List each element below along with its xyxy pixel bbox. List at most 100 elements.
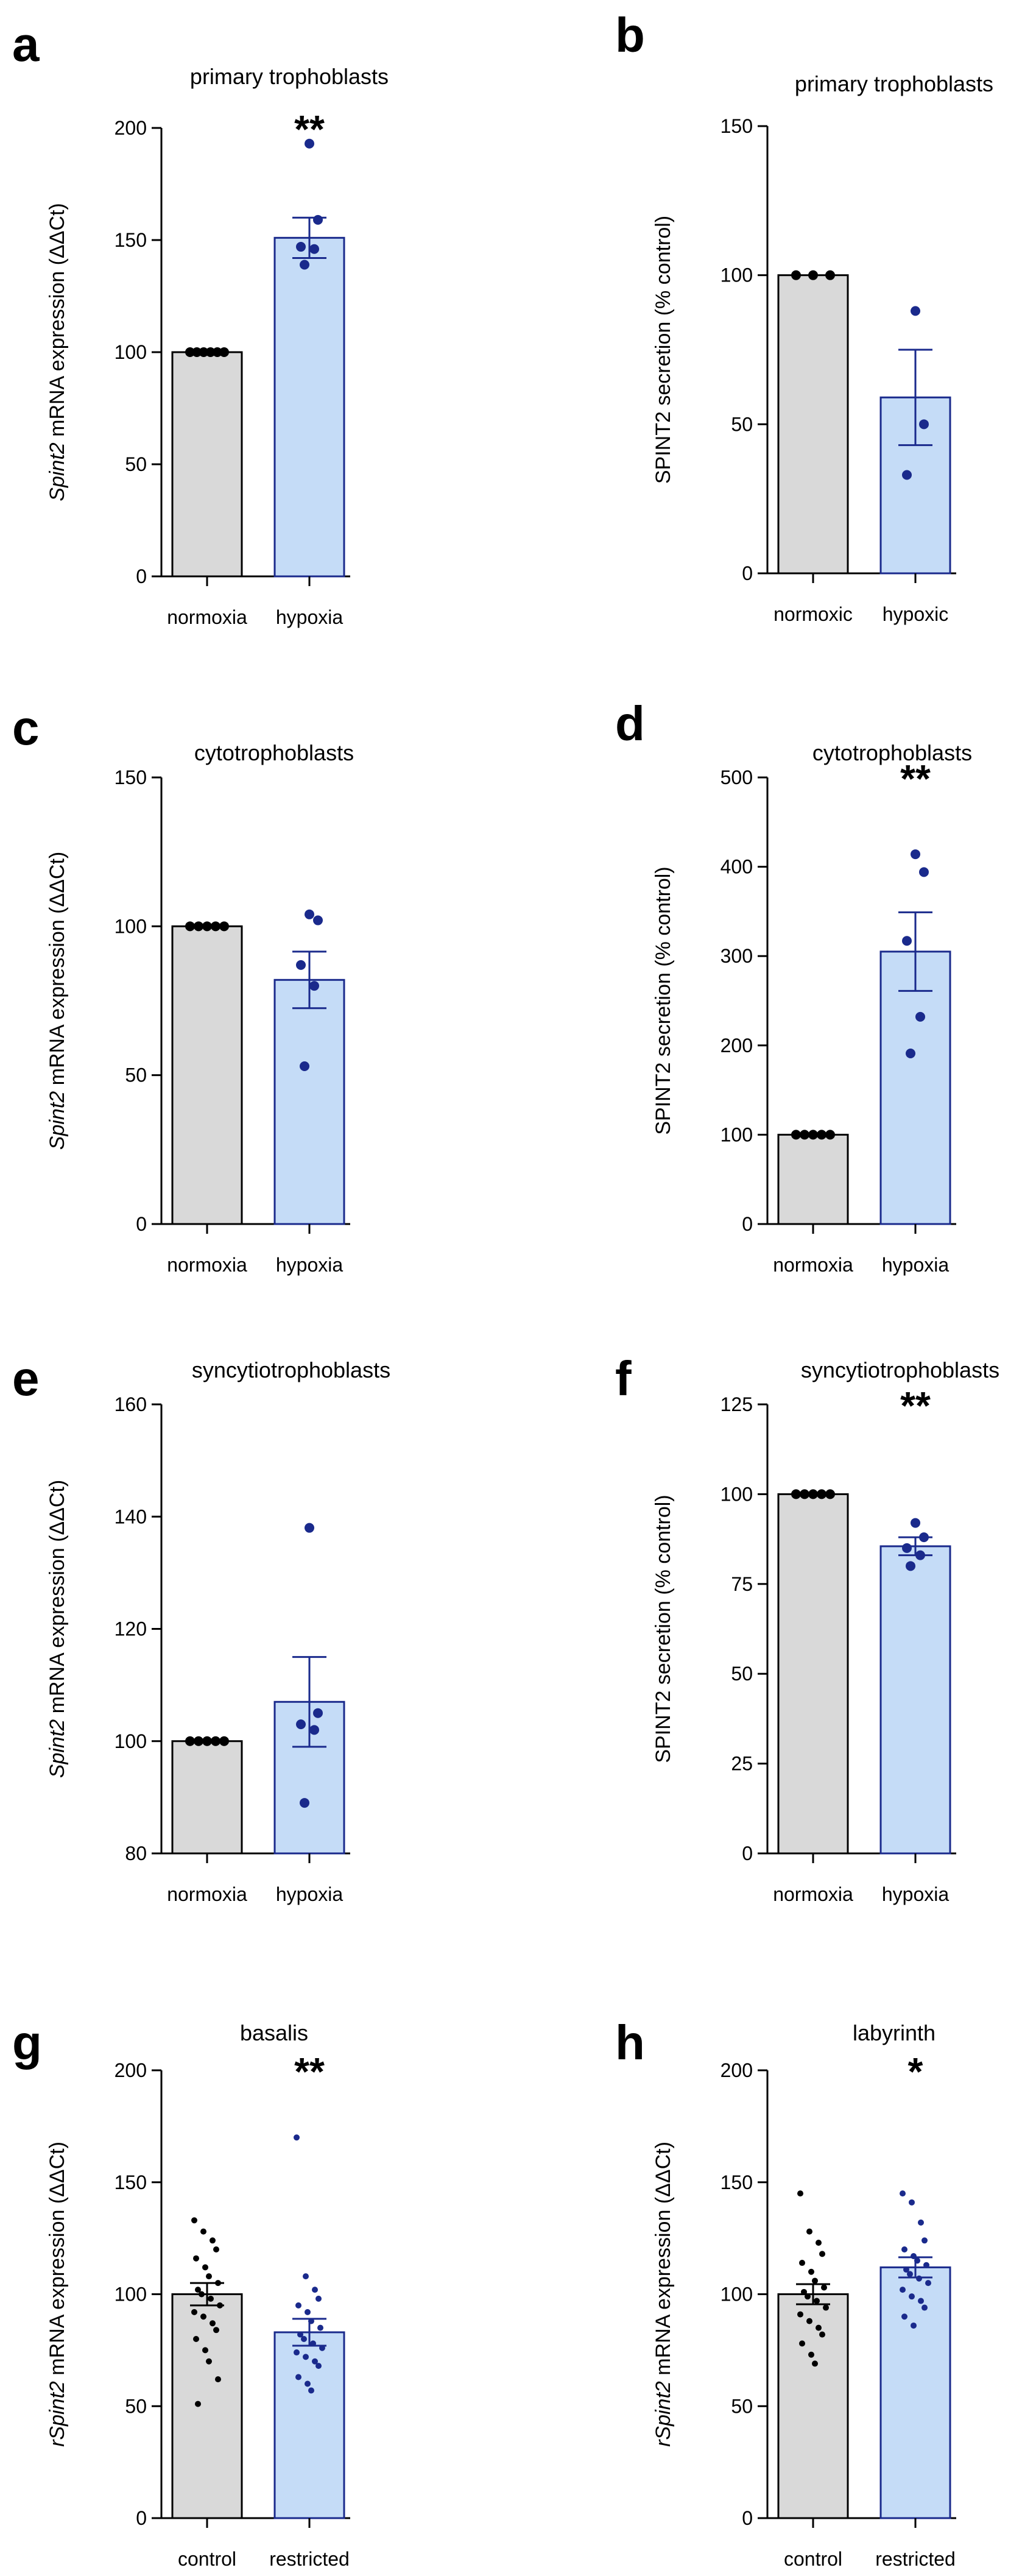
data-point [791, 1489, 801, 1499]
data-point [194, 1736, 203, 1746]
y-tick-label: 150 [721, 115, 753, 137]
data-point [312, 2358, 318, 2365]
data-point [210, 2320, 216, 2327]
data-point [315, 2363, 322, 2369]
data-point [200, 2228, 206, 2235]
x-tick-label: normoxia [167, 1254, 247, 1276]
data-point [916, 2275, 922, 2282]
data-point [800, 1130, 809, 1140]
y-tick-label: 400 [721, 856, 753, 878]
significance-marker: ** [900, 757, 931, 801]
y-tick-label: 100 [115, 915, 147, 937]
data-point [919, 1532, 929, 1543]
bar-normoxia [777, 1493, 849, 1855]
data-point [808, 1130, 818, 1140]
chart-title: cytotrophoblasts [194, 740, 354, 765]
data-point [806, 2228, 812, 2235]
data-point [305, 909, 314, 919]
data-point [825, 270, 835, 280]
y-tick-label: 100 [115, 341, 147, 363]
y-tick-label: 50 [731, 2395, 753, 2417]
y-axis-label: SPINT2 secretion (% control) [652, 866, 675, 1134]
data-point [817, 1489, 826, 1499]
y-tick-label: 160 [115, 1393, 147, 1415]
y-tick-label: 120 [115, 1618, 147, 1640]
bar-normoxia [777, 1133, 849, 1225]
data-point [305, 1523, 314, 1533]
data-point [825, 1489, 835, 1499]
bar-normoxia [171, 351, 243, 578]
x-tick-label: hypoxia [882, 1883, 950, 1905]
y-tick-label: 200 [115, 117, 147, 139]
data-point [911, 2322, 917, 2329]
data-point [310, 2340, 316, 2347]
y-axis-label: rSpint2 mRNA expression (ΔΔCt) [46, 2142, 69, 2447]
significance-marker: * [908, 2050, 923, 2093]
panel-g-chart: g basalis rSpint2 mRNA expression (ΔΔCt) 0 5… [12, 2015, 350, 2570]
data-point [825, 1130, 835, 1140]
panel-letter: h [615, 2015, 645, 2070]
y-axis-label-italic: rSpint2 [46, 2381, 69, 2447]
data-point [911, 306, 920, 316]
y-tick-label: 0 [136, 1213, 147, 1235]
data-point [817, 1130, 826, 1140]
data-point [312, 2287, 318, 2293]
data-point [199, 2291, 205, 2298]
data-point [185, 921, 195, 932]
data-point [907, 2271, 913, 2277]
data-point [808, 270, 818, 280]
data-point [819, 2251, 825, 2257]
panel-letter: f [615, 1351, 632, 1406]
chart-title: primary trophoblasts [190, 64, 389, 89]
y-tick-label: 100 [721, 1123, 753, 1145]
data-point [300, 1061, 309, 1072]
x-tick-label: normoxia [773, 1254, 853, 1276]
bar-normoxic [777, 274, 849, 575]
panel-f-chart: f syncytiotrophoblasts SPINT2 secretion (%… [615, 1351, 999, 1905]
data-point [193, 2336, 199, 2342]
data-point [202, 921, 212, 932]
data-point [194, 921, 203, 932]
data-point [213, 2327, 219, 2334]
y-tick-label: 50 [731, 1663, 753, 1685]
chart-title: cytotrophoblasts [812, 740, 972, 765]
data-point [313, 915, 323, 925]
data-point [923, 2262, 929, 2268]
data-point [200, 2313, 206, 2320]
data-point [296, 242, 306, 252]
y-tick-label: 100 [721, 2284, 753, 2305]
x-tick-label: normoxia [167, 1883, 247, 1905]
data-point [909, 2199, 915, 2206]
y-tick-label: 100 [115, 2284, 147, 2305]
data-point [303, 2273, 309, 2280]
data-point [902, 936, 912, 946]
data-point [800, 1489, 809, 1499]
data-point [195, 2401, 201, 2407]
x-tick-label: normoxia [167, 606, 247, 628]
data-point [313, 214, 323, 225]
panel-e-chart: e syncytiotrophoblasts Spint2 mRNA express… [12, 1351, 390, 1905]
data-point [195, 2287, 201, 2293]
y-axis-label: SPINT2 secretion (% control) [652, 216, 675, 484]
y-axis-label-text: mRNA expression (ΔΔCt) [46, 1480, 69, 1719]
y-axis-label: rSpint2 mRNA expression (ΔΔCt) [652, 2142, 675, 2447]
data-point [816, 2239, 822, 2246]
data-point [211, 1736, 220, 1746]
data-point [925, 2280, 931, 2287]
data-point [808, 2268, 814, 2275]
data-point [797, 2190, 803, 2197]
bar-normoxia [171, 1740, 243, 1855]
y-tick-label: 150 [115, 229, 147, 251]
data-point [900, 2190, 906, 2197]
data-point [185, 347, 195, 357]
y-tick-label: 100 [721, 264, 753, 286]
data-point [309, 1725, 319, 1735]
y-axis-label: Spint2 mRNA expression (ΔΔCt) [46, 1480, 69, 1778]
data-point [918, 2298, 924, 2304]
panel-letter: b [615, 8, 645, 62]
data-point [193, 2255, 199, 2262]
data-point [305, 2380, 311, 2387]
y-axis-label-italic: Spint2 [46, 442, 69, 501]
significance-marker: ** [294, 2050, 325, 2093]
